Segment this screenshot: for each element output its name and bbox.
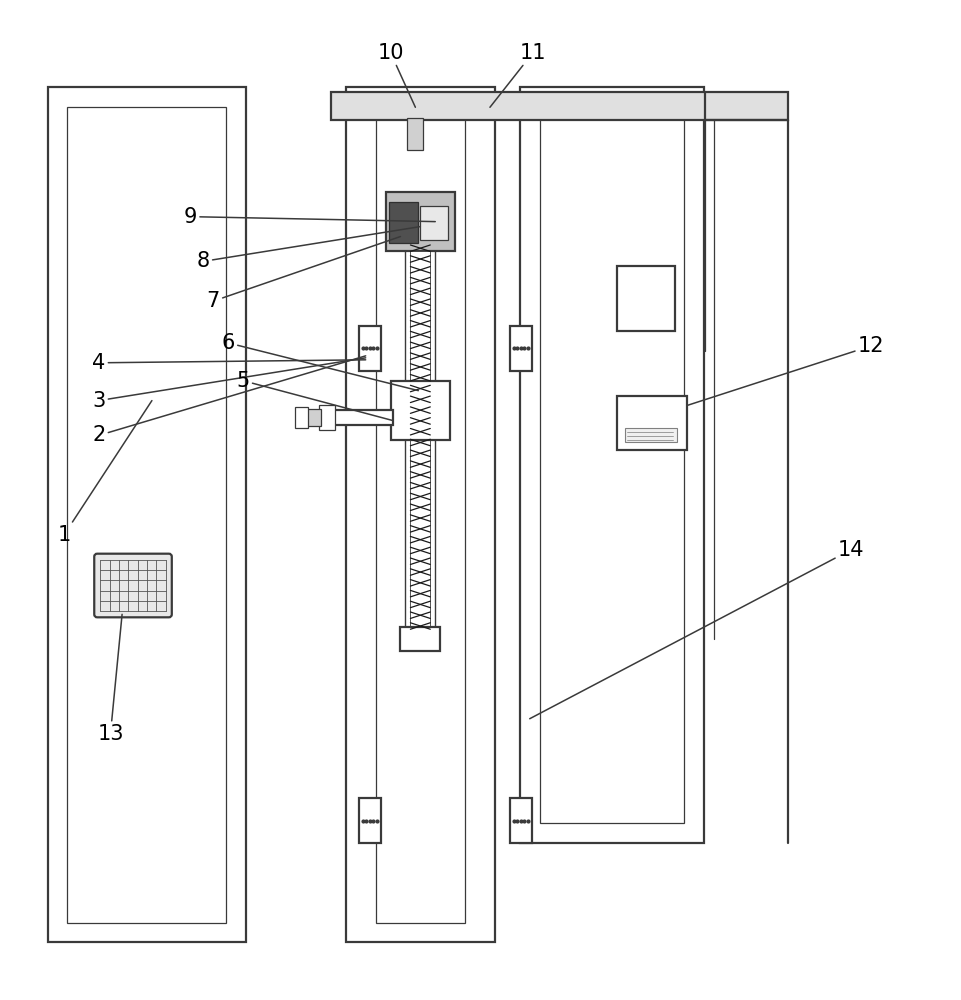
Bar: [390, 381, 450, 440]
Text: 3: 3: [92, 358, 366, 411]
Text: 5: 5: [236, 371, 392, 420]
Bar: [376, 107, 465, 923]
Bar: [510, 326, 531, 371]
Text: 2: 2: [92, 356, 366, 445]
Bar: [388, 202, 418, 243]
Text: 12: 12: [687, 336, 884, 406]
Bar: [331, 92, 788, 120]
Bar: [385, 192, 456, 251]
Bar: [47, 87, 246, 942]
Text: 10: 10: [378, 43, 415, 107]
Text: 4: 4: [92, 353, 366, 373]
Bar: [331, 410, 392, 425]
Text: 8: 8: [197, 227, 420, 271]
Text: 13: 13: [97, 614, 124, 744]
Bar: [407, 118, 424, 150]
Bar: [420, 206, 448, 240]
Text: 6: 6: [221, 333, 418, 391]
Text: 7: 7: [207, 237, 401, 311]
Bar: [510, 798, 531, 843]
Bar: [346, 87, 495, 942]
Bar: [520, 87, 703, 843]
Bar: [617, 396, 687, 450]
Bar: [540, 107, 684, 823]
Bar: [307, 409, 321, 426]
Bar: [617, 266, 675, 331]
Bar: [295, 407, 308, 428]
Bar: [67, 107, 227, 923]
FancyBboxPatch shape: [94, 554, 172, 617]
Bar: [358, 798, 381, 843]
Text: 1: 1: [58, 401, 152, 545]
Text: 11: 11: [490, 43, 546, 107]
Bar: [410, 251, 431, 629]
Text: 14: 14: [530, 540, 865, 719]
Bar: [401, 627, 440, 651]
Bar: [358, 326, 381, 371]
Bar: [319, 405, 334, 430]
Bar: [626, 428, 677, 442]
Text: 9: 9: [184, 207, 435, 227]
